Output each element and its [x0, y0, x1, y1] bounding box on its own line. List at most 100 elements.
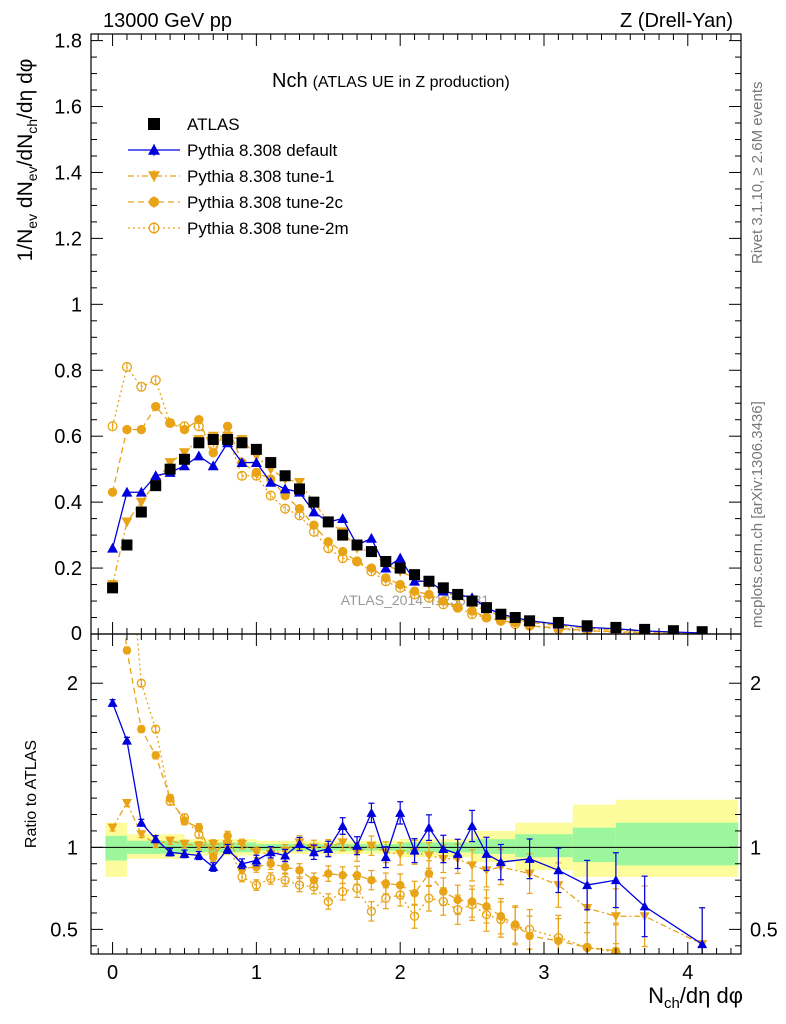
- main-data-point: [279, 483, 291, 494]
- main-data-point: [121, 361, 133, 373]
- main-data-point: [178, 453, 190, 465]
- legend-label: Pythia 8.308 default: [187, 141, 338, 160]
- ratio-data-point: [223, 831, 232, 841]
- ratio-data-point: [280, 875, 290, 885]
- ratio-data-point: [121, 799, 132, 809]
- ratio-data-point: [639, 901, 650, 911]
- main-data-point: [322, 516, 334, 528]
- main-data-point: [394, 552, 406, 563]
- ratio-data-point: [423, 822, 434, 832]
- ratio-data-point: [236, 840, 247, 850]
- ratio-data-point: [193, 841, 204, 851]
- main-data-point: [351, 539, 363, 551]
- ratio-data-point: [208, 852, 218, 862]
- main-data-point: [236, 437, 248, 449]
- main-data-point: [150, 375, 161, 386]
- ratio-data-point: [395, 880, 405, 890]
- main-data-point: [136, 424, 147, 435]
- ratio-data-point: [610, 912, 621, 922]
- main-y-tick-label: 1: [71, 294, 82, 316]
- ratio-data-point: [452, 848, 463, 858]
- main-data-point: [135, 506, 147, 518]
- ratio-data-point: [323, 896, 333, 907]
- main-data-point: [294, 504, 305, 514]
- main-data-point: [466, 595, 478, 607]
- legend-marker: [148, 171, 160, 182]
- main-y-tick-label: 0.2: [54, 558, 82, 580]
- ratio-data-point: [165, 847, 176, 857]
- legend-label: Pythia 8.308 tune-2c: [187, 193, 343, 212]
- main-data-point: [135, 497, 147, 508]
- ratio-data-point: [266, 873, 276, 884]
- ratio-data-point: [467, 897, 477, 906]
- main-ylabel: 1/Nev dNev/dNch/dη dφ: [14, 59, 40, 262]
- ratio-data-point: [180, 816, 189, 826]
- main-data-point: [150, 480, 162, 492]
- ratio-data-point: [467, 821, 478, 830]
- main-data-point: [165, 418, 175, 428]
- ratio-data-point: [524, 853, 535, 863]
- mcplots-label: mcplots.cern.ch [arXiv:1306.3436]: [749, 401, 766, 628]
- main-data-point: [366, 563, 377, 573]
- ratio-data-point: [266, 859, 276, 868]
- ratio-data-point: [309, 875, 319, 885]
- main-data-point: [308, 496, 320, 508]
- main-data-point: [581, 620, 593, 632]
- ratio-data-point: [381, 879, 391, 888]
- legend-label: Pythia 8.308 tune-1: [187, 167, 334, 186]
- ratio-data-point: [222, 843, 233, 853]
- ratio-data-point: [107, 823, 118, 833]
- ratio-ylabel: Ratio to ATLAS: [23, 740, 40, 848]
- ratio-data-point: [179, 848, 190, 858]
- ratio-data-point: [439, 887, 448, 896]
- ratio-data-point: [495, 857, 506, 867]
- main-data-point: [136, 381, 147, 392]
- main-data-point: [365, 546, 377, 558]
- ratio-data-point: [136, 678, 146, 688]
- main-data-point: [265, 490, 276, 501]
- main-data-point: [409, 586, 420, 596]
- ratio-data-point: [697, 939, 708, 949]
- ratio-y-tick-label: 1: [67, 837, 78, 859]
- ratio-data-point: [294, 839, 305, 849]
- main-data-point: [424, 589, 434, 600]
- main-data-point: [107, 487, 118, 497]
- main-y-tick-label: 0.6: [54, 426, 82, 448]
- main-data-point: [610, 621, 622, 633]
- main-data-point: [193, 437, 205, 449]
- main-data-point: [352, 556, 362, 567]
- main-y-tick-label: 1.8: [54, 31, 82, 53]
- ratio-series-line: [124, 634, 616, 952]
- main-data-point: [179, 424, 190, 435]
- main-data-point: [193, 450, 205, 461]
- ratio-data-point: [208, 862, 219, 872]
- main-data-point: [337, 546, 348, 557]
- main-data-point: [265, 457, 277, 469]
- ratio-data-point: [510, 920, 520, 929]
- ratio-data-point: [252, 862, 261, 872]
- ratio-data-point: [151, 724, 161, 734]
- main-data-point: [481, 612, 492, 623]
- ratio-data-point: [409, 911, 420, 921]
- ratio-data-point: [352, 870, 362, 880]
- main-data-point: [164, 463, 176, 475]
- ratio-data-point: [395, 807, 406, 817]
- legend-marker: [148, 196, 160, 208]
- ratio-data-point: [410, 889, 419, 898]
- ratio-y-tick-label: 0.5: [50, 919, 78, 941]
- ratio-data-point: [438, 843, 449, 853]
- ratio-data-point: [610, 875, 621, 885]
- band-inner-segment: [572, 827, 616, 863]
- ratio-data-point: [280, 850, 291, 860]
- ratio-data-point: [108, 515, 117, 524]
- main-data-point: [495, 608, 507, 620]
- ratio-data-point: [366, 841, 377, 851]
- main-data-point: [236, 470, 248, 481]
- ratio-data-point: [251, 848, 262, 858]
- main-data-point: [107, 542, 119, 553]
- main-data-point: [308, 506, 320, 517]
- legend-marker: [148, 144, 160, 155]
- ratio-data-point: [165, 793, 175, 803]
- ratio-data-point: [294, 880, 305, 890]
- main-data-point: [380, 555, 392, 567]
